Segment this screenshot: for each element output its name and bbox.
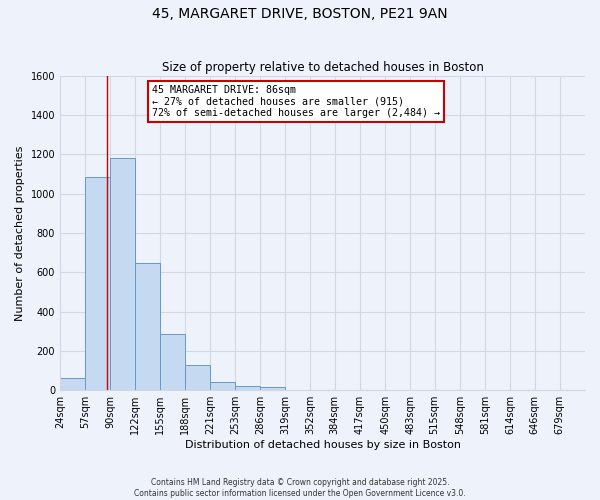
Y-axis label: Number of detached properties: Number of detached properties bbox=[15, 145, 25, 320]
Text: 45, MARGARET DRIVE, BOSTON, PE21 9AN: 45, MARGARET DRIVE, BOSTON, PE21 9AN bbox=[152, 8, 448, 22]
Bar bbox=[60, 378, 85, 390]
Bar bbox=[85, 177, 110, 390]
X-axis label: Distribution of detached houses by size in Boston: Distribution of detached houses by size … bbox=[185, 440, 461, 450]
Bar bbox=[260, 388, 285, 390]
Bar bbox=[235, 386, 260, 390]
Title: Size of property relative to detached houses in Boston: Size of property relative to detached ho… bbox=[161, 62, 484, 74]
Bar bbox=[160, 334, 185, 390]
Text: 45 MARGARET DRIVE: 86sqm
← 27% of detached houses are smaller (915)
72% of semi-: 45 MARGARET DRIVE: 86sqm ← 27% of detach… bbox=[152, 85, 440, 118]
Bar bbox=[135, 264, 160, 390]
Bar bbox=[110, 158, 135, 390]
Bar bbox=[185, 364, 211, 390]
Bar bbox=[211, 382, 235, 390]
Text: Contains HM Land Registry data © Crown copyright and database right 2025.
Contai: Contains HM Land Registry data © Crown c… bbox=[134, 478, 466, 498]
